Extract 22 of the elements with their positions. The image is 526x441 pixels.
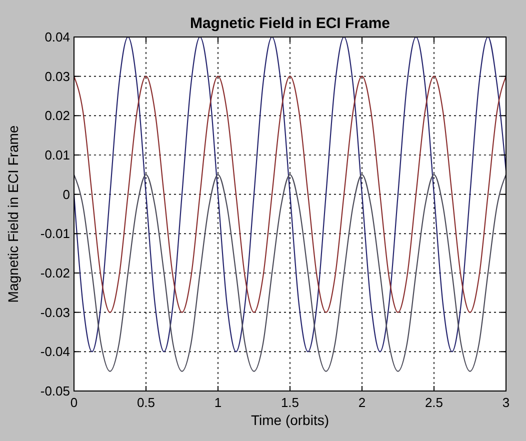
y-axis-title: Magnetic Field in ECI Frame — [5, 125, 21, 303]
x-tick-label: 1.5 — [280, 395, 300, 410]
x-tick-label: 2 — [358, 395, 366, 410]
y-tick-label: -0.02 — [40, 266, 70, 281]
y-tick-label: 0.01 — [44, 148, 70, 163]
y-tick-label: -0.04 — [40, 344, 70, 360]
x-tick-label: 1 — [214, 395, 222, 410]
y-tick-label: -0.01 — [40, 226, 70, 242]
line-series — [74, 76, 506, 313]
y-tick-label: 0.02 — [44, 108, 70, 124]
line-series — [74, 174, 506, 372]
x-tick-label: 2.5 — [424, 395, 444, 410]
y-tick-label: -0.05 — [40, 384, 70, 399]
line-series — [74, 37, 506, 352]
x-axis-title: Time (orbits) — [250, 412, 330, 428]
chart-title: Magnetic Field in ECI Frame — [190, 15, 390, 32]
y-tick-label: 0.04 — [44, 30, 70, 45]
y-tick-label: 0.03 — [44, 68, 70, 84]
y-tick-label: -0.03 — [40, 304, 70, 320]
x-tick-label: 3 — [502, 395, 510, 410]
y-tick-label: 0 — [62, 186, 70, 202]
x-tick-label: 0.5 — [136, 395, 156, 410]
